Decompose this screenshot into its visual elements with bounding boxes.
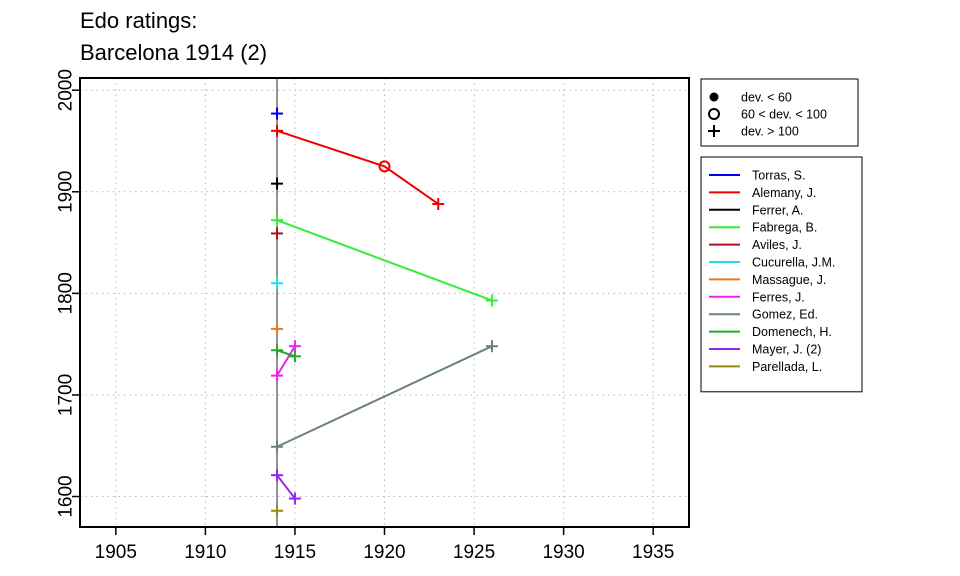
series-line xyxy=(276,345,296,377)
data-point xyxy=(271,440,284,453)
y-tick-label: 1700 xyxy=(56,374,77,416)
series-7 xyxy=(271,340,301,382)
data-point xyxy=(271,107,284,120)
legend-label: Cucurella, J.M. xyxy=(752,256,835,270)
marker-legend-symbol xyxy=(709,92,719,102)
series-line xyxy=(276,474,296,500)
legend-label: Domenech, H. xyxy=(752,325,832,339)
marker-legend-box xyxy=(700,78,859,147)
y-tick-label: 1900 xyxy=(56,171,77,213)
marker-legend: dev. < 60 60 < dev. < 100 dev. > 100 xyxy=(700,78,859,147)
data-point xyxy=(378,160,391,173)
data-point xyxy=(271,369,284,382)
series-legend-box xyxy=(700,156,863,393)
x-tick-label: 1935 xyxy=(632,542,674,563)
y-tick-label: 1600 xyxy=(56,475,77,517)
marker-legend-symbol xyxy=(708,125,720,137)
chart-title-line-1: Edo ratings: xyxy=(80,8,197,33)
series-5 xyxy=(271,277,284,290)
series-group xyxy=(271,107,498,517)
series-0 xyxy=(271,107,284,120)
series-9 xyxy=(271,344,301,363)
series-line xyxy=(276,345,493,448)
marker-legend-label: dev. < 60 xyxy=(741,91,792,105)
legend-label: Massague, J. xyxy=(752,273,826,287)
series-line xyxy=(276,349,296,358)
marker-legend-label: 60 < dev. < 100 xyxy=(741,108,827,122)
data-point xyxy=(271,124,284,137)
legend-label: Aviles, J. xyxy=(752,238,802,252)
data-point xyxy=(485,294,498,307)
y-axis: 1600 1700 1800 1900 2000 xyxy=(56,69,80,518)
data-point xyxy=(271,277,284,290)
data-point xyxy=(271,469,284,482)
series-4 xyxy=(271,227,284,240)
data-point xyxy=(271,322,284,335)
legend-label: Parellada, L. xyxy=(752,360,822,374)
legend-label: Alemany, J. xyxy=(752,186,816,200)
x-tick-label: 1915 xyxy=(274,542,316,563)
legend-label: Gomez, Ed. xyxy=(752,308,818,322)
y-tick-label: 2000 xyxy=(56,69,77,111)
series-10 xyxy=(271,469,301,505)
series-line xyxy=(276,129,439,205)
series-1 xyxy=(271,124,445,210)
legend-label: Ferres, J. xyxy=(752,290,805,304)
data-point xyxy=(288,350,301,363)
series-6 xyxy=(271,322,284,335)
data-point xyxy=(271,344,284,357)
legend-label: Ferrer, A. xyxy=(752,203,803,217)
chart-title-line-2: Barcelona 1914 (2) xyxy=(80,40,267,65)
data-point xyxy=(288,492,301,505)
series-11 xyxy=(271,504,284,517)
series-3 xyxy=(271,214,498,307)
series-2 xyxy=(271,177,284,190)
grid-lines xyxy=(80,78,689,527)
data-point xyxy=(271,214,284,227)
series-8 xyxy=(271,340,498,453)
x-tick-label: 1905 xyxy=(95,542,137,563)
data-point xyxy=(271,227,284,240)
x-axis: 1905 1910 1915 1920 1925 1930 1935 xyxy=(95,527,674,563)
marker-legend-label: dev. > 100 xyxy=(741,125,799,139)
data-point xyxy=(288,340,301,353)
series-legend: Torras, S. Alemany, J. Ferrer, A. Fabrega, … xyxy=(700,156,863,393)
data-point xyxy=(485,340,498,353)
data-point xyxy=(432,197,445,210)
legend-label: Torras, S. xyxy=(752,169,806,183)
x-tick-label: 1920 xyxy=(363,542,405,563)
x-tick-label: 1930 xyxy=(542,542,584,563)
marker-legend-symbol xyxy=(708,108,720,120)
x-tick-label: 1925 xyxy=(453,542,495,563)
y-tick-label: 1800 xyxy=(56,272,77,314)
legend-label: Fabrega, B. xyxy=(752,221,817,235)
x-tick-label: 1910 xyxy=(184,542,226,563)
legend-label: Mayer, J. (2) xyxy=(752,343,821,357)
series-line xyxy=(276,219,493,302)
data-point xyxy=(271,177,284,190)
data-point xyxy=(271,504,284,517)
